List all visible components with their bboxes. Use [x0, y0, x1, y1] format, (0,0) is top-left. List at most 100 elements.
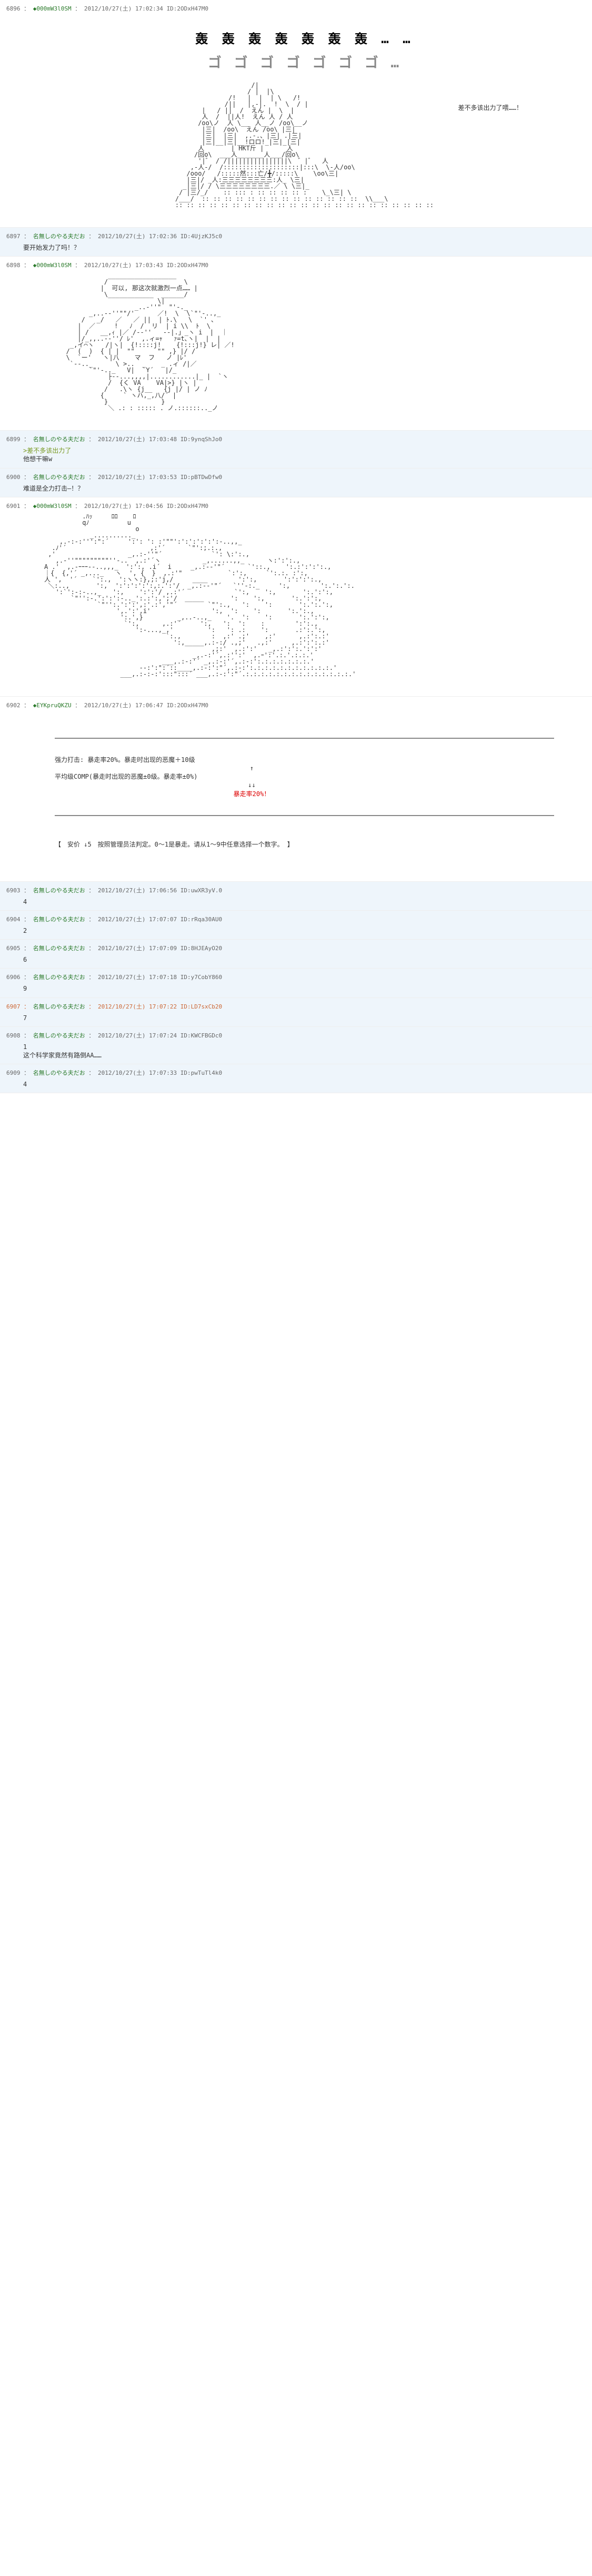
- post-header: 6907 ： 名無しのやる夫だお ： 2012/10/27(土) 17:07:2…: [6, 1002, 586, 1011]
- post-header: 6903 ： 名無しのやる夫だお ： 2012/10/27(土) 17:06:5…: [6, 886, 586, 894]
- post-number: 6903: [6, 887, 21, 894]
- post-date: 2012/10/27(土) 17:07:07: [98, 916, 177, 923]
- post-name: 名無しのやる夫だお: [33, 436, 85, 443]
- anchor-instruction: 【 安价 ↓5 按照管理员法判定。0～1是暴走。请从1～9中任意选择一个数字。 …: [23, 834, 586, 855]
- post-body: 难道是全力打击―！？: [6, 484, 586, 493]
- post-date: 2012/10/27(土) 17:06:47: [84, 702, 163, 709]
- post-number: 6904: [6, 916, 21, 923]
- post-text: 6: [23, 955, 586, 964]
- post: 6897 ： 名無しのやる夫だお ： 2012/10/27(土) 17:02:3…: [0, 228, 592, 257]
- post-number: 6906: [6, 974, 21, 981]
- post-date: 2012/10/27(土) 17:07:18: [98, 974, 177, 981]
- post-name: 名無しのやる夫だお: [33, 1070, 85, 1076]
- post: 6909 ： 名無しのやる夫だお ： 2012/10/27(土) 17:07:3…: [0, 1064, 592, 1093]
- post-header: 6908 ： 名無しのやる夫だお ： 2012/10/27(土) 17:07:2…: [6, 1031, 586, 1040]
- post-number: 6905: [6, 945, 21, 952]
- post-id: ID:8HJEAyO20: [180, 945, 222, 952]
- post: 6902 ： ◆EYKpruQKZU ： 2012/10/27(土) 17:06…: [0, 697, 592, 882]
- post-name: 名無しのやる夫だお: [33, 974, 85, 981]
- post-body: 9: [6, 984, 586, 993]
- post: 6899 ： 名無しのやる夫だお ： 2012/10/27(土) 17:03:4…: [0, 431, 592, 468]
- side-note: 差不多该出力了喂……！: [458, 103, 523, 112]
- divider: [55, 815, 554, 816]
- post-header: 6906 ： 名無しのやる夫だお ： 2012/10/27(土) 17:07:1…: [6, 973, 586, 981]
- post-body: 强力打击: 暴走率20%。暴走时出现的恶魔＋10级↑平均级COMP(暴走时出现的…: [6, 712, 586, 877]
- post-header: 6901 ： ◆000mW3l0SM ： 2012/10/27(土) 17:04…: [6, 502, 586, 510]
- post-name: ◆000mW3l0SM: [33, 503, 72, 510]
- post-id: ID:4UjzKJ5c0: [180, 233, 222, 240]
- post-name: 名無しのやる夫だお: [33, 945, 85, 952]
- post-name: 名無しのやる夫だお: [33, 1032, 85, 1039]
- post-id: ID:pBTDwDfw0: [180, 474, 222, 481]
- post-header: 6909 ： 名無しのやる夫だお ： 2012/10/27(土) 17:07:3…: [6, 1068, 586, 1077]
- post-date: 2012/10/27(土) 17:03:48: [98, 436, 177, 443]
- post-id: ID:pwTuTl4k0: [180, 1070, 222, 1076]
- post: 6903 ： 名無しのやる夫だお ： 2012/10/27(土) 17:06:5…: [0, 882, 592, 911]
- post-date: 2012/10/27(土) 17:02:34: [84, 5, 163, 12]
- post-name: 名無しのやる夫だお: [33, 1003, 85, 1010]
- post-header: 6897 ： 名無しのやる夫だお ： 2012/10/27(土) 17:02:3…: [6, 232, 586, 240]
- post: 6900 ： 名無しのやる夫だお ： 2012/10/27(土) 17:03:5…: [0, 469, 592, 497]
- post-text: 4: [23, 1080, 586, 1088]
- post-header: 6900 ： 名無しのやる夫だお ： 2012/10/27(土) 17:03:5…: [6, 473, 586, 481]
- post-id: ID:2ODxH47M0: [167, 5, 208, 12]
- dice-rules: 强力打击: 暴走率20%。暴走时出现的恶魔＋10级↑平均级COMP(暴走时出现的…: [23, 749, 586, 805]
- post-id: ID:2ODxH47M0: [167, 262, 208, 269]
- post-date: 2012/10/27(土) 17:03:53: [98, 474, 177, 481]
- post-name: ◆000mW3l0SM: [33, 262, 72, 269]
- post-id: ID:2ODxH47M0: [167, 702, 208, 709]
- post-id: ID:LD7sxCb20: [180, 1003, 222, 1010]
- post: 6896 ： ◆000mW3l0SM ： 2012/10/27(土) 17:02…: [0, 0, 592, 228]
- post-id: ID:2ODxH47M0: [167, 503, 208, 510]
- arrow-down: ↓↓: [0, 781, 554, 789]
- post-number: 6909: [6, 1070, 21, 1076]
- sfx-line-1: 轰 轰 轰 轰 轰 轰 轰 … …: [23, 28, 586, 47]
- post-number: 6897: [6, 233, 21, 240]
- post: 6905 ： 名無しのやる夫だお ： 2012/10/27(土) 17:07:0…: [0, 940, 592, 969]
- post-text: 9: [23, 984, 586, 993]
- post-number: 6901: [6, 503, 21, 510]
- divider: [55, 738, 554, 739]
- post-name: ◆EYKpruQKZU: [33, 702, 72, 709]
- post-body: 4: [6, 898, 586, 906]
- post-date: 2012/10/27(土) 17:07:09: [98, 945, 177, 952]
- post-name: 名無しのやる夫だお: [33, 916, 85, 923]
- post-number: 6908: [6, 1032, 21, 1039]
- post: 6908 ： 名無しのやる夫だお ： 2012/10/27(土) 17:07:2…: [0, 1027, 592, 1064]
- post-id: ID:y7CobY860: [180, 974, 222, 981]
- post-body: 轰 轰 轰 轰 轰 轰 轰 … …ゴ ゴ ゴ ゴ ゴ ゴ ゴ … /| / | …: [6, 28, 586, 223]
- post: 6904 ： 名無しのやる夫だお ： 2012/10/27(土) 17:07:0…: [0, 911, 592, 940]
- post-body: .ﾊｯ ﾛﾛ ﾛ qﾉ u o _.........._ ,.-:‐:''':"…: [6, 513, 586, 692]
- post-name: ◆000mW3l0SM: [33, 5, 72, 12]
- rule-line: 平均级COMP(暴走时出现的恶魔±0级。暴走率±0%): [55, 772, 554, 781]
- post: 6898 ： ◆000mW3l0SM ： 2012/10/27(土) 17:03…: [0, 257, 592, 431]
- post-body: >差不多该出力了他想干嘛w: [6, 446, 586, 463]
- arrow-up: ↑: [0, 764, 554, 772]
- post-date: 2012/10/27(土) 17:02:36: [98, 233, 177, 240]
- sfx-line-2: ゴ ゴ ゴ ゴ ゴ ゴ ゴ …: [23, 52, 586, 72]
- post-number: 6898: [6, 262, 21, 269]
- post-header: 6902 ： ◆EYKpruQKZU ： 2012/10/27(土) 17:06…: [6, 701, 586, 709]
- post-text: 要开始发力了吗！？: [23, 243, 586, 252]
- post-text: 难道是全力打击―！？: [23, 484, 586, 493]
- post-body: 要开始发力了吗！？: [6, 243, 586, 252]
- post-text: 7: [23, 1014, 586, 1022]
- post-header: 6899 ： 名無しのやる夫だお ： 2012/10/27(土) 17:03:4…: [6, 435, 586, 443]
- ascii-art-witch: __________________ / \ | 可以, 那这次就激烈一点…… …: [55, 272, 586, 411]
- post: 6906 ： 名無しのやる夫だお ： 2012/10/27(土) 17:07:1…: [0, 969, 592, 997]
- post-header: 6898 ： ◆000mW3l0SM ： 2012/10/27(土) 17:03…: [6, 261, 586, 269]
- post-id: ID:9ynqShJo0: [180, 436, 222, 443]
- post-header: 6896 ： ◆000mW3l0SM ： 2012/10/27(土) 17:02…: [6, 4, 586, 13]
- post-body: 2: [6, 926, 586, 935]
- rule-result: 暴走率20%！: [0, 790, 554, 798]
- post-date: 2012/10/27(土) 17:07:24: [98, 1032, 177, 1039]
- post-date: 2012/10/27(土) 17:07:33: [98, 1070, 177, 1076]
- rule-line: 强力打击: 暴走率20%。暴走时出现的恶魔＋10级: [55, 756, 554, 764]
- post-body: 7: [6, 1014, 586, 1022]
- ascii-art-spiral: .ﾊｯ ﾛﾛ ﾛ qﾉ u o _.........._ ,.-:‐:''':"…: [44, 513, 586, 677]
- post-body: 1 这个科学家竟然有路倒AA……: [6, 1043, 586, 1060]
- post-date: 2012/10/27(土) 17:04:56: [84, 503, 163, 510]
- quote-text: >差不多该出力了: [23, 446, 586, 455]
- post-number: 6899: [6, 436, 21, 443]
- post: 6907 ： 名無しのやる夫だお ： 2012/10/27(土) 17:07:2…: [0, 998, 592, 1027]
